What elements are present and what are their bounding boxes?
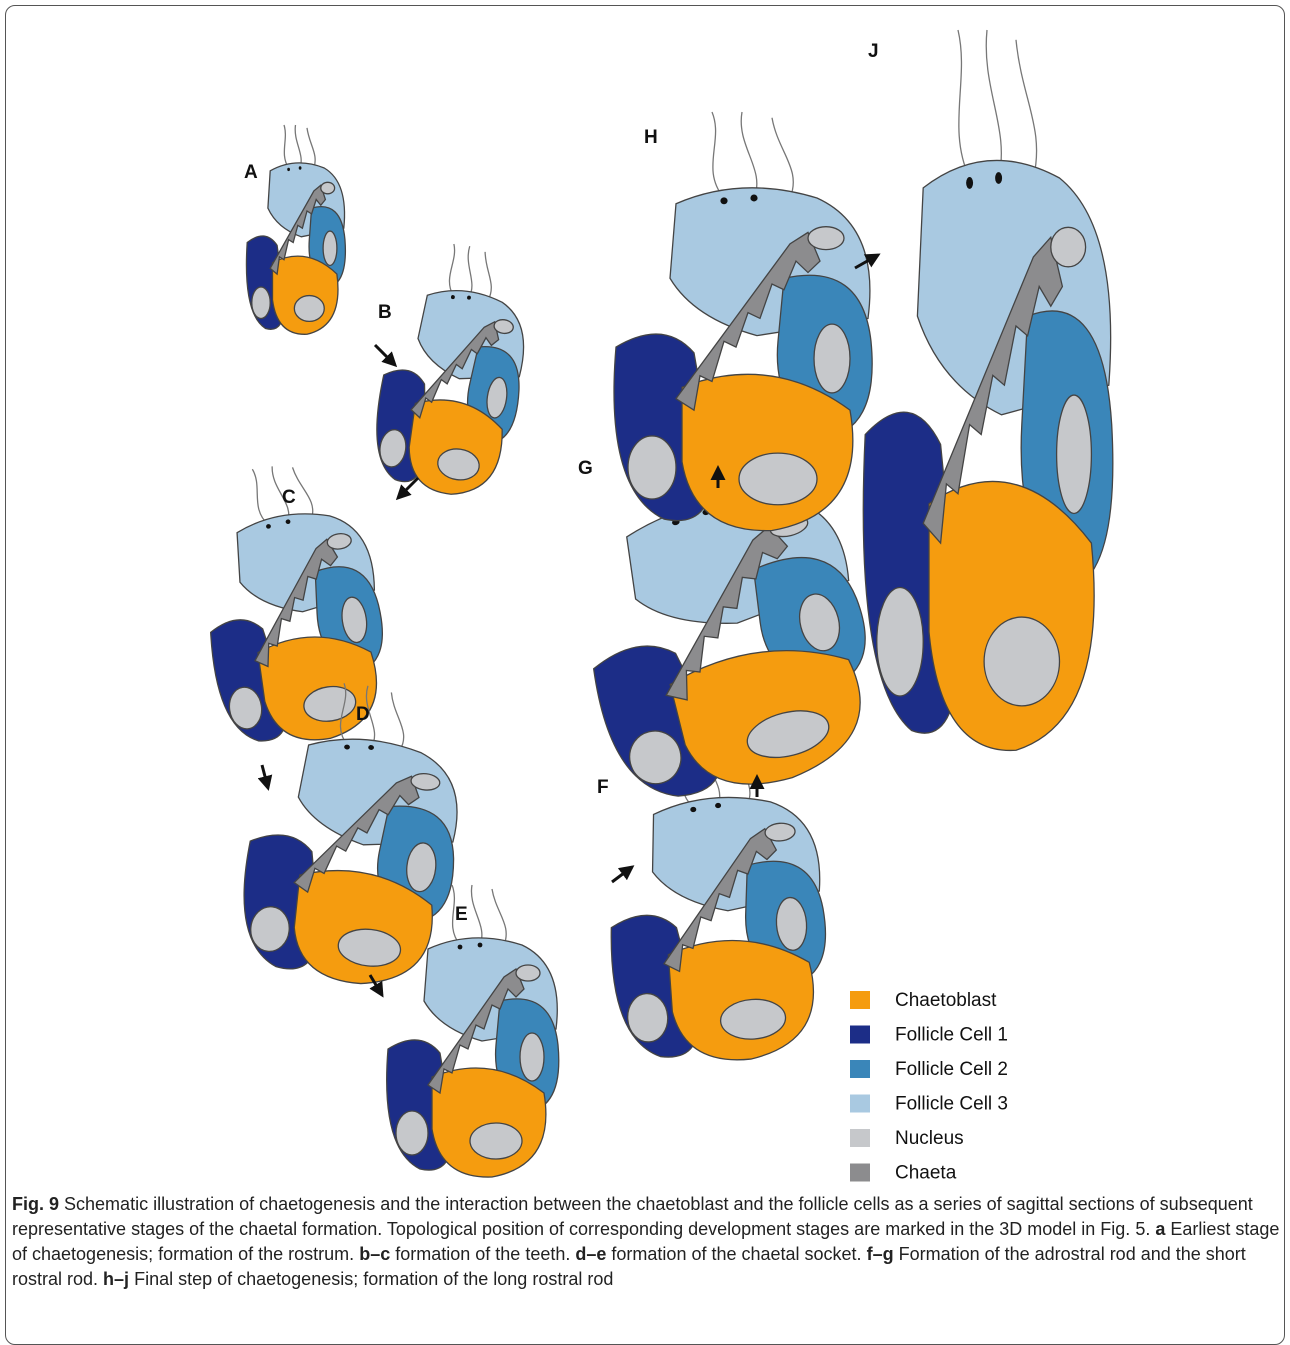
nucleus xyxy=(808,227,844,250)
nucleus xyxy=(294,296,324,322)
stage-label: A xyxy=(244,162,258,183)
arrow xyxy=(612,867,632,882)
legend-swatch xyxy=(850,1060,870,1078)
nucleus xyxy=(1051,227,1086,266)
stage-drawing xyxy=(246,125,345,334)
caption-step-key: h–j xyxy=(103,1269,129,1289)
stage-label: B xyxy=(378,302,392,323)
caption-label: Fig. 9 xyxy=(12,1194,59,1214)
caption-step-key: b–c xyxy=(359,1244,390,1264)
adhaerens-junction xyxy=(458,945,463,950)
stage-label: D xyxy=(356,704,370,725)
nucleus xyxy=(396,1111,428,1155)
chaetoblast xyxy=(929,481,1094,750)
caption-step-text: Final step of chaetogenesis; formation o… xyxy=(134,1269,613,1289)
caption-step-key: f–g xyxy=(867,1244,894,1264)
stage-drawing xyxy=(614,112,872,531)
adhaerens-junction xyxy=(478,943,483,948)
nucleus xyxy=(321,182,335,193)
arrow xyxy=(375,345,395,365)
legend-swatch xyxy=(850,1026,870,1044)
nucleus xyxy=(984,617,1059,706)
stage-label: J xyxy=(868,41,879,62)
arrow xyxy=(262,765,268,788)
legend-label: Follicle Cell 1 xyxy=(895,1025,1008,1046)
stage-drawing xyxy=(863,30,1113,750)
chaetoblast xyxy=(273,256,338,334)
legend-swatch xyxy=(850,991,870,1009)
caption-step-key: d–e xyxy=(575,1244,606,1264)
legend-label: Follicle Cell 2 xyxy=(895,1059,1008,1080)
stage-drawing xyxy=(597,733,834,1069)
adhaerens-junction xyxy=(299,166,302,169)
nucleus xyxy=(628,436,676,499)
nucleus xyxy=(877,587,923,696)
adhaerens-junction xyxy=(750,195,757,202)
caption-step-key: a xyxy=(1155,1219,1165,1239)
legend-swatch xyxy=(850,1095,870,1113)
legend-label: Nucleus xyxy=(895,1128,964,1149)
adhaerens-junction xyxy=(995,172,1002,184)
caption-text: Schematic illustration of chaetogenesis … xyxy=(12,1194,1253,1239)
nucleus xyxy=(1057,395,1092,513)
legend-label: Chaetoblast xyxy=(895,990,997,1011)
nucleus xyxy=(814,324,850,393)
cuticle xyxy=(712,112,793,198)
figure-caption: Fig. 9 Schematic illustration of chaetog… xyxy=(12,1192,1280,1292)
nucleus xyxy=(739,453,817,505)
caption-step-text: formation of the chaetal socket. xyxy=(611,1244,861,1264)
stage-label: F xyxy=(597,777,609,798)
adhaerens-junction xyxy=(287,168,290,171)
stage-label: H xyxy=(644,127,658,148)
nucleus xyxy=(323,231,337,265)
adhaerens-junction xyxy=(966,177,973,189)
cuticle xyxy=(284,125,315,168)
legend-label: Chaeta xyxy=(895,1163,957,1184)
figure: A B C D E F G H J Chaetoblast Follicle Cell 1 Folli… xyxy=(0,0,1290,1190)
nucleus xyxy=(252,287,270,319)
nucleus xyxy=(520,1033,544,1081)
stage-label: G xyxy=(578,458,593,479)
caption-step-text: formation of the teeth. xyxy=(395,1244,570,1264)
chaetoblast xyxy=(432,1068,546,1177)
nucleus xyxy=(516,965,540,981)
cuticle xyxy=(958,30,1037,178)
stage-label: E xyxy=(455,904,468,925)
chaetoblast xyxy=(682,374,853,530)
legend-label: Follicle Cell 3 xyxy=(895,1094,1008,1115)
legend-swatch xyxy=(850,1129,870,1147)
adhaerens-junction xyxy=(720,197,727,204)
nucleus xyxy=(470,1123,522,1159)
legend-swatch xyxy=(850,1164,870,1182)
stage-label: C xyxy=(282,487,296,508)
page: A B C D E F G H J Chaetoblast Follicle Cell 1 Folli… xyxy=(0,0,1290,1339)
stage-drawing xyxy=(368,237,539,502)
